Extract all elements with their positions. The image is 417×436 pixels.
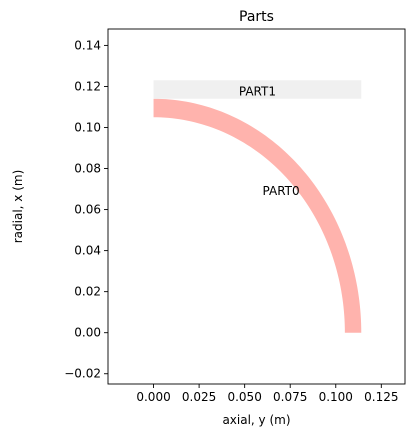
y-tick-label: 0.02 [74,285,101,299]
x-tick-label: 0.075 [273,390,307,404]
part0-label: PART0 [263,184,300,198]
y-tick-label: −0.02 [64,367,101,381]
part-labels: PART0 PART1 [239,85,300,199]
y-axis-label: radial, x (m) [11,170,25,244]
x-axis-label: axial, y (m) [222,413,290,427]
y-tick-label: 0.10 [74,120,101,134]
part1-rect [153,80,362,99]
y-tick-label: 0.08 [74,162,101,176]
y-tick-label: 0.14 [74,38,101,52]
y-tick-label: 0.12 [74,79,101,93]
part1-label: PART1 [239,85,276,99]
x-tick-label: 0.125 [364,390,398,404]
y-axis: −0.02 0.00 0.02 0.04 0.06 0.08 0.10 0.12 0.14 [64,38,108,381]
parts-layer [153,80,362,333]
x-tick-label: 0.025 [182,390,216,404]
x-tick-label: 0.000 [136,390,170,404]
y-tick-label: 0.00 [74,326,101,340]
x-tick-label: 0.050 [227,390,261,404]
x-axis: 0.000 0.025 0.050 0.075 0.100 0.125 [136,384,398,404]
y-tick-label: 0.06 [74,203,101,217]
x-tick-label: 0.100 [319,390,353,404]
plot-frame [107,28,406,385]
part0-arc [153,98,362,333]
y-tick-label: 0.04 [74,244,101,258]
chart-title: Parts [239,9,274,25]
